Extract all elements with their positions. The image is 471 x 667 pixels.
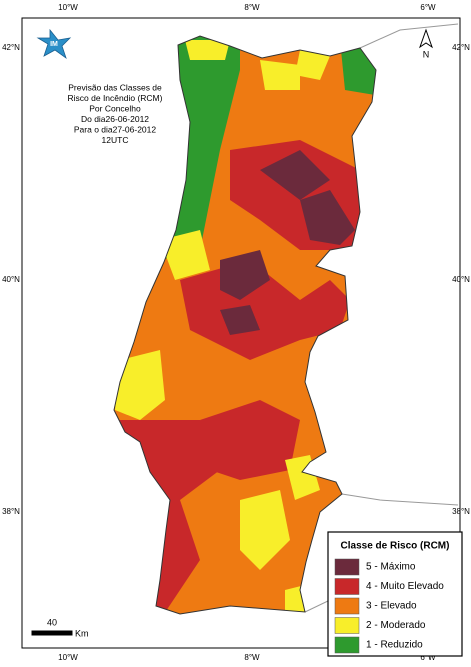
title-line: Do dia26-06-2012 bbox=[81, 114, 149, 124]
region bbox=[200, 400, 300, 480]
title-line: Risco de Incêndio (RCM) bbox=[68, 93, 163, 103]
north-label: N bbox=[423, 49, 430, 59]
lon-label: 10°W bbox=[58, 653, 78, 662]
lon-label: 8°W bbox=[244, 3, 260, 12]
region bbox=[115, 350, 165, 420]
title-line: Por Concelho bbox=[89, 103, 141, 113]
lat-label: 38°N bbox=[452, 507, 470, 516]
lon-label: 6°W bbox=[420, 653, 436, 662]
title-line: 12UTC bbox=[102, 135, 129, 145]
lat-label: 40°N bbox=[452, 275, 470, 284]
region bbox=[185, 40, 230, 60]
region bbox=[220, 250, 270, 300]
legend-label: 3 - Elevado bbox=[366, 601, 417, 612]
region bbox=[160, 230, 210, 280]
title-line: Previsão das Classes de bbox=[68, 82, 162, 92]
scale-bar: 40 Km bbox=[31, 617, 89, 638]
region bbox=[195, 500, 235, 560]
legend-swatch bbox=[334, 636, 360, 654]
region bbox=[240, 490, 290, 570]
legend-swatch bbox=[334, 558, 360, 576]
title-line: Para o dia27-06-2012 bbox=[74, 124, 157, 134]
logo-text: IM bbox=[50, 41, 58, 48]
region bbox=[220, 305, 260, 335]
legend-label: 5 - Máximo bbox=[366, 562, 416, 573]
lat-label: 40°N bbox=[2, 275, 20, 284]
lat-label: 38°N bbox=[2, 507, 20, 516]
scale-value: 40 bbox=[47, 617, 57, 627]
legend-title: Classe de Risco (RCM) bbox=[341, 541, 450, 552]
border bbox=[341, 493, 459, 506]
legend-label: 1 - Reduzido bbox=[366, 640, 423, 651]
region bbox=[295, 50, 330, 80]
region bbox=[300, 190, 355, 245]
logo: IM bbox=[36, 28, 72, 60]
lon-label: 8°W bbox=[244, 653, 260, 662]
legend: Classe de Risco (RCM) 5 - Máximo 4 - Muit… bbox=[327, 531, 463, 657]
lon-label: 6°W bbox=[420, 3, 436, 12]
scale-unit: Km bbox=[75, 628, 89, 638]
legend-swatch bbox=[334, 597, 360, 615]
legend-swatch bbox=[334, 578, 360, 595]
legend-swatch bbox=[334, 617, 360, 634]
legend-label: 2 - Moderado bbox=[366, 620, 426, 631]
border bbox=[359, 23, 459, 49]
north-arrow: N bbox=[419, 28, 433, 59]
lat-label: 42°N bbox=[452, 43, 470, 52]
region bbox=[260, 60, 300, 90]
region bbox=[260, 150, 330, 200]
legend-label: 4 - Muito Elevado bbox=[366, 581, 444, 592]
lon-label: 10°W bbox=[58, 3, 78, 12]
lat-label: 42°N bbox=[2, 43, 20, 52]
